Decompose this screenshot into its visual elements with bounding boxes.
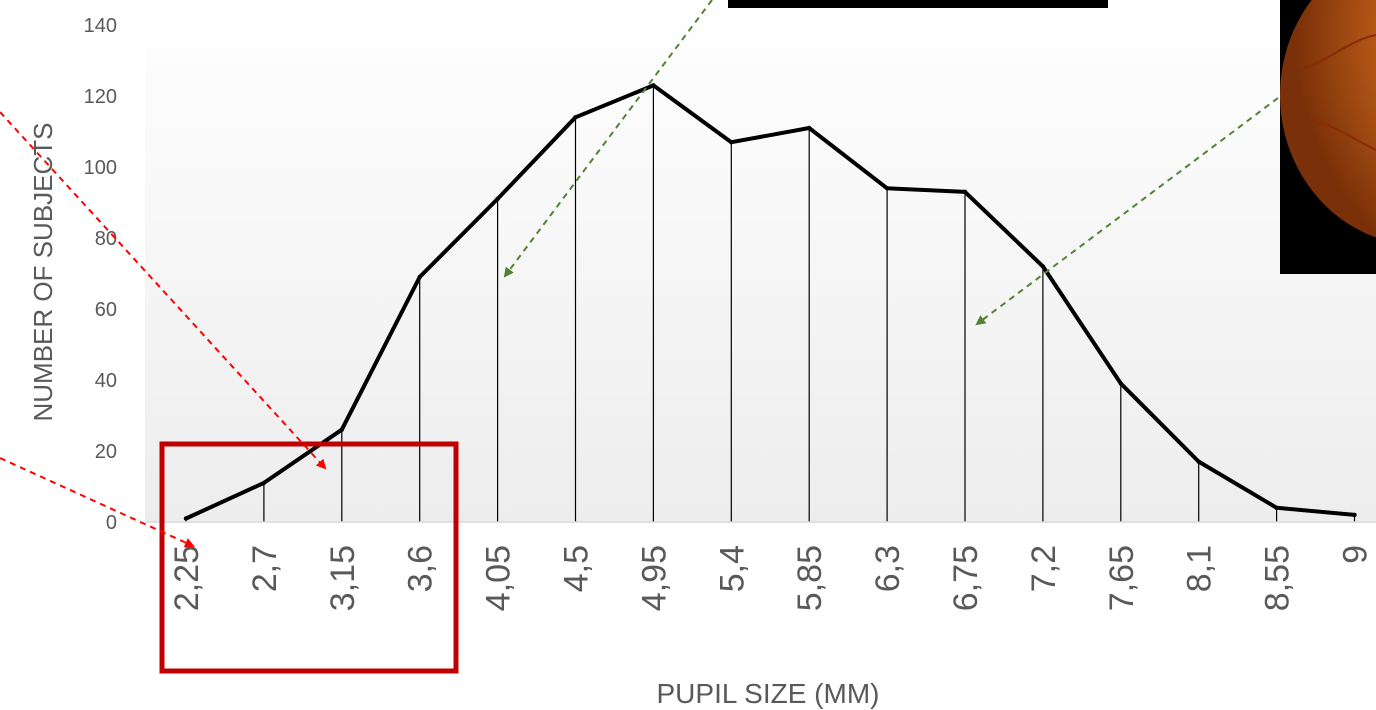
data-point [573, 115, 578, 120]
data-point [339, 427, 344, 432]
x-tick-label: 5,4 [713, 545, 751, 592]
y-axis-title: NUMBER OF SUBJECTS [28, 122, 58, 421]
highlight-box [159, 441, 459, 674]
x-tick-label: 6,3 [869, 545, 907, 592]
y-tick-label: 140 [84, 15, 117, 37]
x-axis-title: PUPIL SIZE (MM) [657, 678, 880, 709]
green-arrows [503, 0, 1279, 326]
data-point [1196, 459, 1201, 464]
data-point [261, 480, 267, 486]
red-arrow-2 [0, 111, 327, 470]
x-tick-label: 4,95 [635, 545, 673, 611]
x-axis-ticks: 2,25 2,7 3,15 3,6 4,05 4,5 4,95 5,4 5,85 6,3 6,75 7… [168, 545, 1375, 611]
y-tick-label: 60 [95, 299, 117, 321]
y-tick-label: 40 [95, 370, 117, 392]
data-point [1352, 512, 1357, 518]
data-point [807, 125, 812, 131]
x-tick-label: 8,1 [1181, 545, 1219, 592]
x-tick-label: 3,15 [324, 545, 362, 611]
x-tick-label: 8,55 [1259, 545, 1297, 611]
x-tick-label: 4,05 [480, 545, 518, 611]
fundus-photo [1280, 0, 1376, 274]
data-point [417, 274, 422, 280]
data-point [651, 83, 656, 88]
data-point [1118, 381, 1124, 386]
red-arrows [0, 111, 327, 548]
red-arrow-1 [0, 457, 195, 548]
y-tick-label: 0 [106, 512, 117, 534]
series-line [184, 83, 1357, 521]
data-point [884, 186, 890, 191]
green-arrow-1 [503, 0, 713, 278]
black-bar [728, 0, 1108, 8]
data-point [729, 139, 734, 145]
x-tick-label: 7,2 [1025, 545, 1063, 592]
x-tick-label: 2,7 [246, 545, 284, 592]
series-subjects [183, 83, 1357, 521]
x-tick-label: 2,25 [168, 545, 206, 611]
data-point [962, 189, 968, 195]
y-tick-label: 20 [95, 441, 117, 463]
data-point [1040, 264, 1046, 269]
y-tick-label: 100 [84, 157, 117, 179]
x-tick-label: 7,65 [1103, 545, 1141, 611]
x-tick-label: 4,5 [558, 545, 596, 592]
data-point [495, 196, 500, 202]
x-tick-label: 6,75 [947, 545, 985, 611]
y-axis-ticks: 0 20 40 60 80 100 120 140 [84, 15, 117, 534]
data-point [183, 516, 189, 521]
y-tick-label: 120 [84, 86, 117, 108]
x-tick-label: 3,6 [402, 545, 440, 592]
green-arrow-2 [975, 97, 1279, 326]
x-tick-label: 9 [1337, 545, 1375, 564]
data-point [1274, 505, 1279, 510]
x-tick-label: 5,85 [791, 545, 829, 611]
y-tick-label: 80 [95, 228, 117, 250]
